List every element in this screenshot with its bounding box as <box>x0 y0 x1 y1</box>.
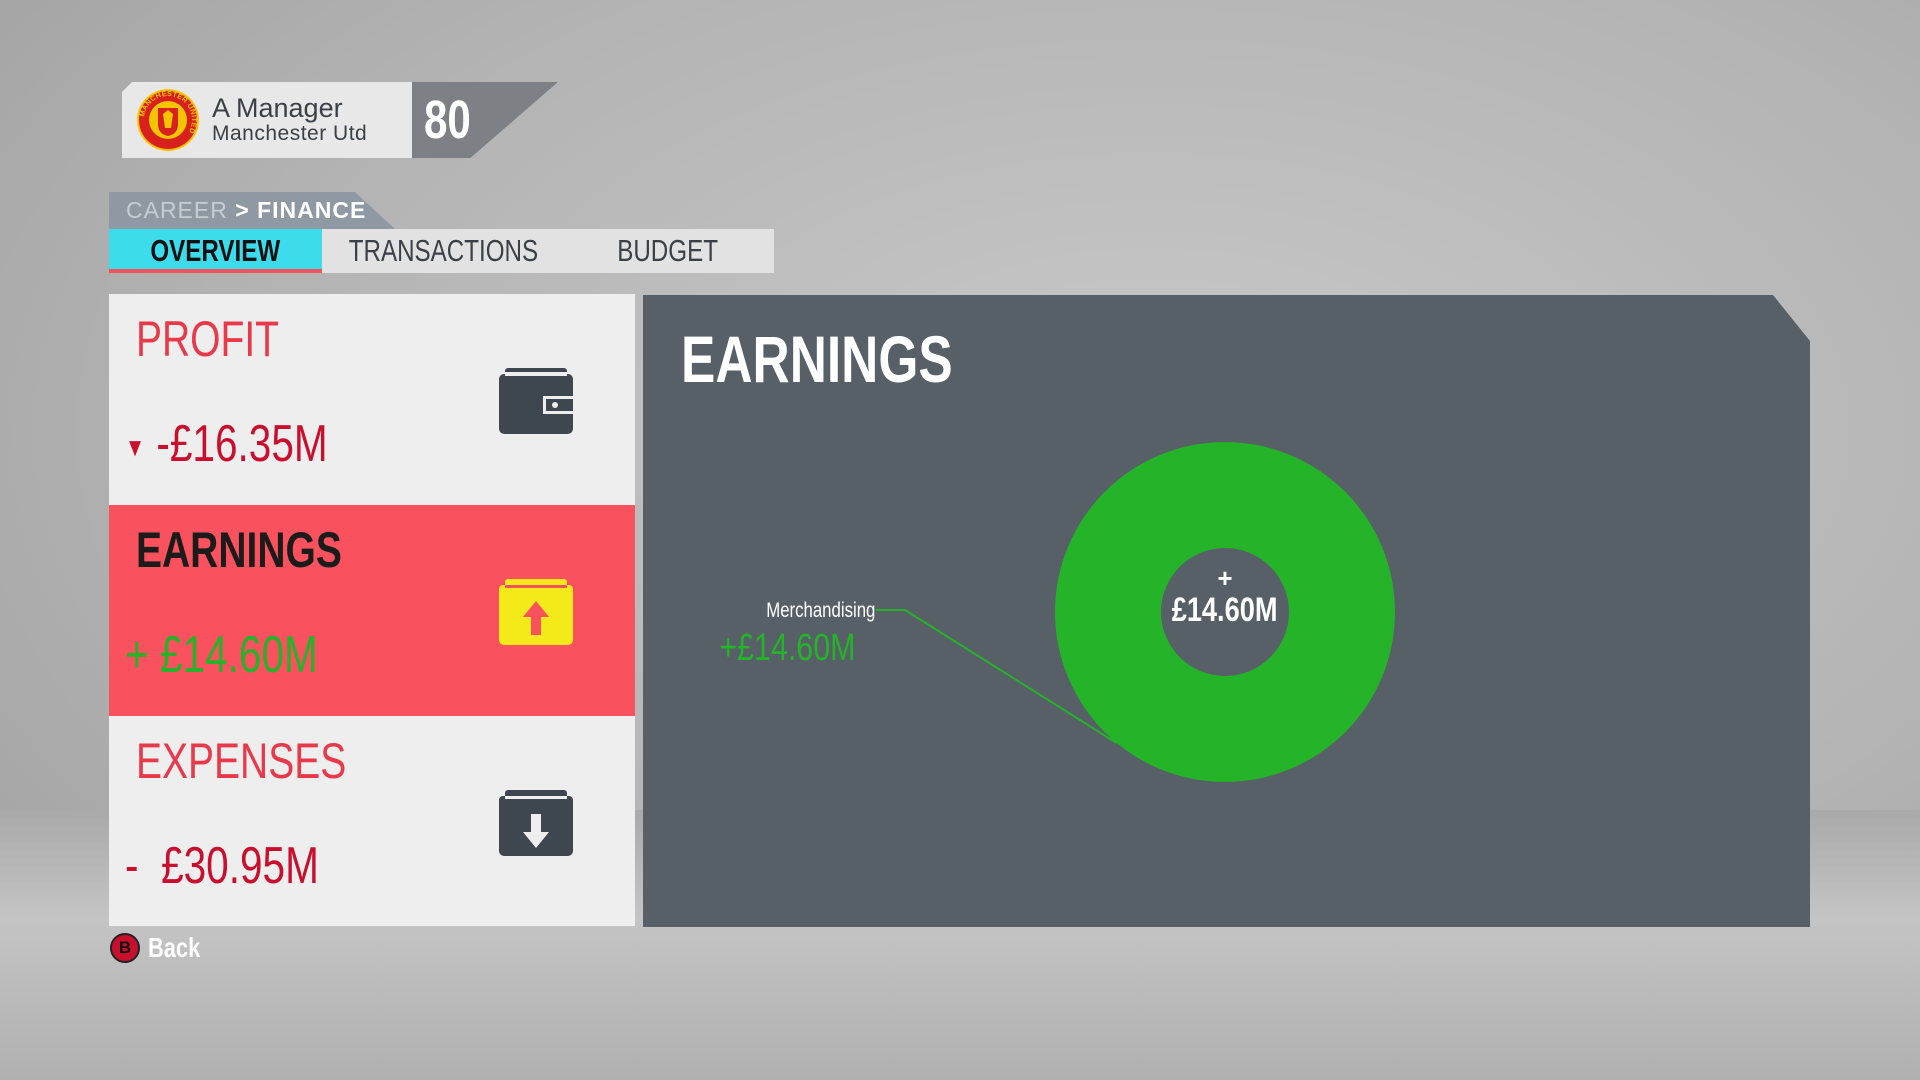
upload-box-icon <box>499 579 573 645</box>
summary-list: PROFIT ▼ -£16.35M EARNINGS + £14.60M EXP… <box>109 294 635 926</box>
expenses-label: EXPENSES <box>136 733 347 789</box>
breadcrumb: CAREER > FINANCE <box>109 192 395 229</box>
panel-title: EARNINGS <box>681 322 953 396</box>
leader-line <box>876 609 1118 744</box>
b-button-icon: B <box>110 933 140 963</box>
back-label: Back <box>148 932 201 963</box>
breadcrumb-parent[interactable]: CAREER <box>126 197 228 223</box>
slice-label: Merchandising <box>766 599 875 622</box>
breadcrumb-separator: > <box>235 197 250 223</box>
earnings-donut-chart: Merchandising +£14.60M + £14.60M <box>719 442 1395 782</box>
breadcrumb-current: FINANCE <box>257 197 367 223</box>
profit-value: -£16.35M <box>156 415 328 473</box>
tab-bar: OVERVIEW TRANSACTIONS BUDGET <box>109 229 774 273</box>
manager-header: MANCHESTER UNITED A Manager Manchester U… <box>122 82 558 158</box>
tab-budget[interactable]: BUDGET <box>617 233 719 268</box>
earnings-panel: EARNINGS Merchandising +£14.60M + £14.60… <box>643 295 1810 927</box>
center-prefix: + <box>1217 563 1232 593</box>
center-total: £14.60M <box>1172 590 1278 629</box>
wallet-icon <box>499 368 573 434</box>
slice-value: +£14.60M <box>719 627 855 669</box>
expenses-value: £30.95M <box>161 837 319 895</box>
expenses-prefix: - <box>125 837 139 895</box>
manager-card: MANCHESTER UNITED A Manager Manchester U… <box>122 82 412 158</box>
tab-overview[interactable]: OVERVIEW <box>109 229 322 273</box>
profit-label: PROFIT <box>136 311 279 367</box>
club-name: Manchester Utd <box>212 122 368 145</box>
club-crest-logo: MANCHESTER UNITED <box>137 89 199 151</box>
earnings-value: £14.60M <box>159 626 318 684</box>
summary-profit[interactable]: PROFIT ▼ -£16.35M <box>109 294 635 505</box>
earnings-label: EARNINGS <box>136 522 342 578</box>
download-box-icon <box>499 790 573 856</box>
manager-rating: 80 <box>412 82 558 158</box>
tab-transactions[interactable]: TRANSACTIONS <box>348 233 539 268</box>
summary-earnings[interactable]: EARNINGS + £14.60M <box>109 505 635 716</box>
manager-name: A Manager <box>212 93 343 123</box>
summary-expenses[interactable]: EXPENSES - £30.95M <box>109 716 635 927</box>
donut-slice-merchandising[interactable] <box>1055 442 1395 782</box>
earnings-prefix: + <box>125 626 149 684</box>
down-triangle-icon: ▼ <box>125 431 146 462</box>
back-button[interactable]: B Back <box>110 932 215 964</box>
